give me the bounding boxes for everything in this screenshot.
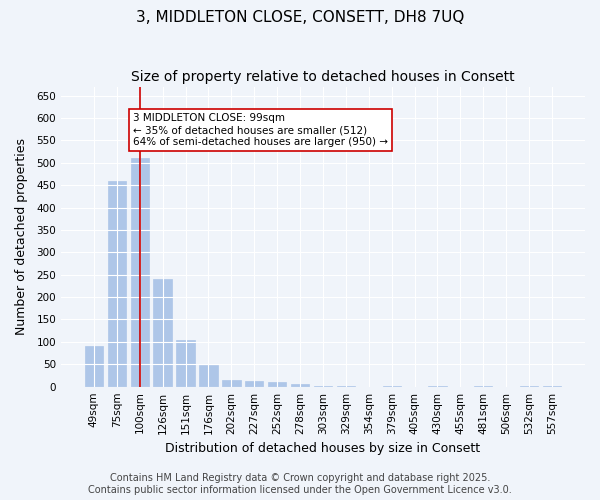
Bar: [199, 365, 218, 386]
Y-axis label: Number of detached properties: Number of detached properties: [15, 138, 28, 335]
Bar: [291, 384, 309, 386]
Bar: [222, 380, 241, 386]
Bar: [107, 180, 126, 386]
Text: 3, MIDDLETON CLOSE, CONSETT, DH8 7UQ: 3, MIDDLETON CLOSE, CONSETT, DH8 7UQ: [136, 10, 464, 25]
Bar: [131, 158, 149, 386]
Bar: [245, 381, 263, 386]
Text: 3 MIDDLETON CLOSE: 99sqm
← 35% of detached houses are smaller (512)
64% of semi-: 3 MIDDLETON CLOSE: 99sqm ← 35% of detach…: [133, 114, 388, 146]
Bar: [176, 340, 195, 386]
Bar: [154, 279, 172, 386]
Title: Size of property relative to detached houses in Consett: Size of property relative to detached ho…: [131, 70, 515, 84]
X-axis label: Distribution of detached houses by size in Consett: Distribution of detached houses by size …: [166, 442, 481, 455]
Bar: [85, 346, 103, 387]
Text: Contains HM Land Registry data © Crown copyright and database right 2025.
Contai: Contains HM Land Registry data © Crown c…: [88, 474, 512, 495]
Bar: [268, 382, 286, 386]
